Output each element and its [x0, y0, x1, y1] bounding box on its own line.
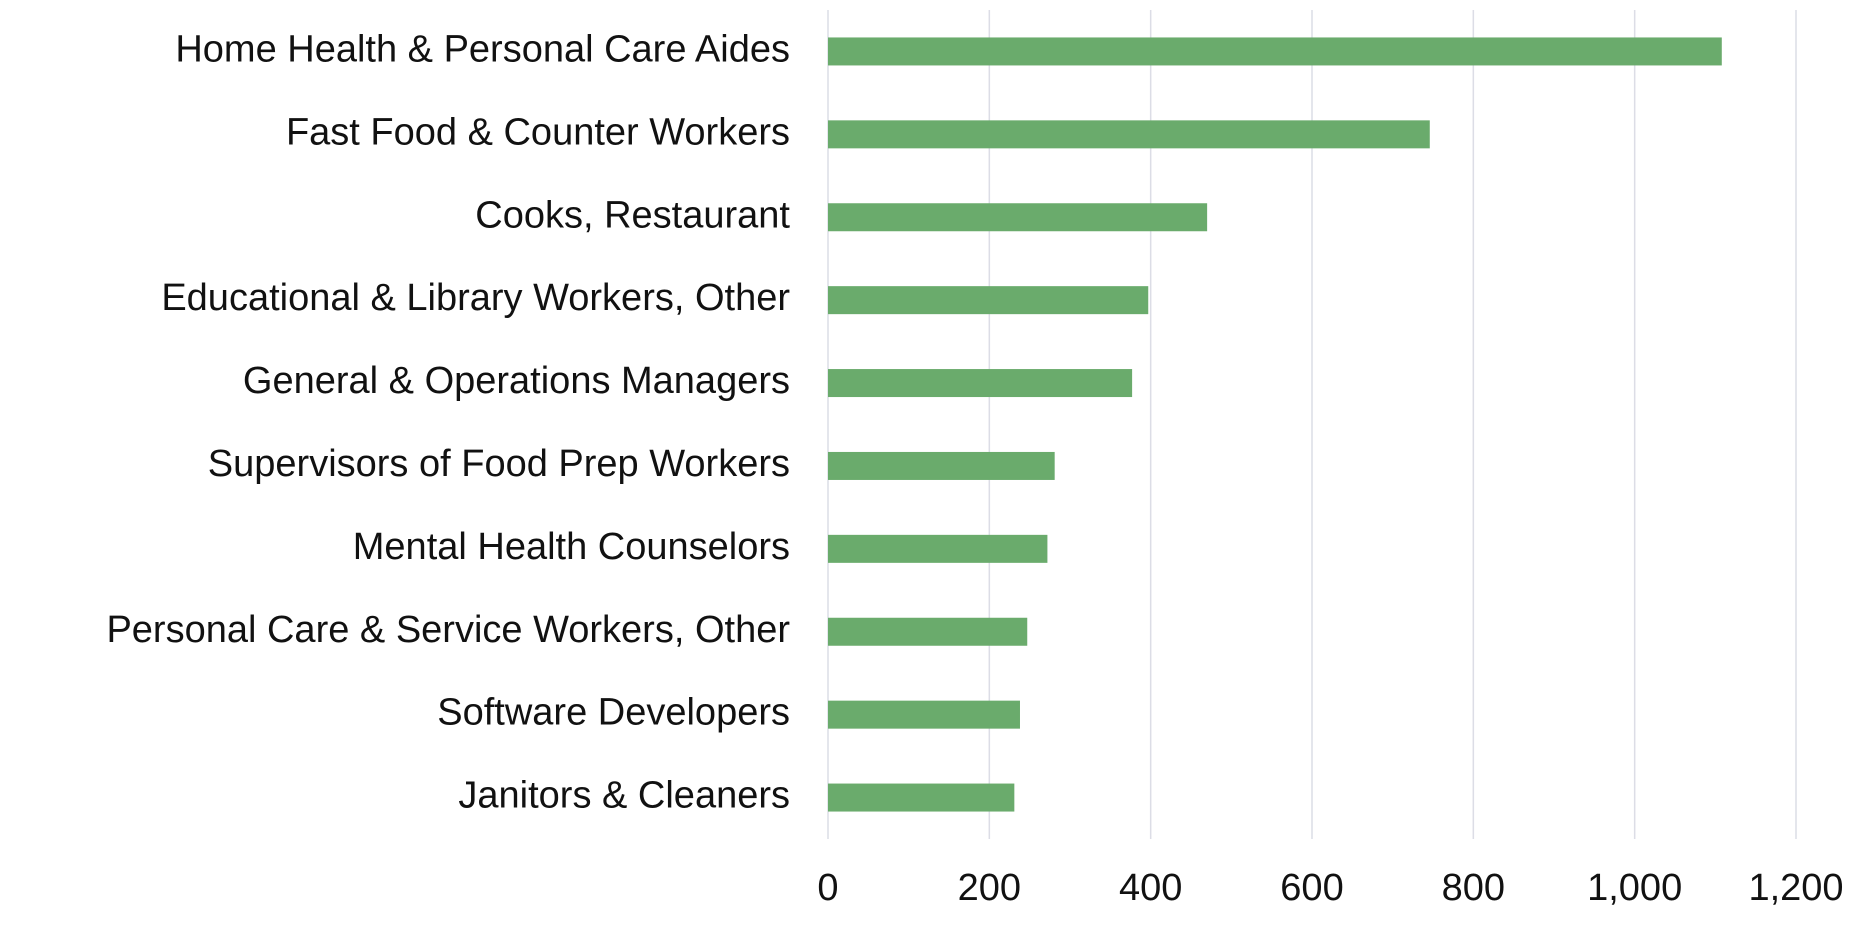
y-tick-label: Supervisors of Food Prep Workers — [208, 443, 790, 485]
x-tick-label: 1,000 — [1587, 867, 1682, 909]
y-tick-label: Janitors & Cleaners — [458, 775, 790, 817]
x-tick-label: 1,200 — [1748, 867, 1843, 909]
x-tick-label: 800 — [1442, 867, 1505, 909]
bar — [828, 700, 1020, 729]
bar — [828, 617, 1028, 646]
x-tick-label: 200 — [958, 867, 1021, 909]
y-tick-label: Cooks, Restaurant — [475, 194, 790, 236]
x-tick-label: 600 — [1280, 867, 1343, 909]
bar — [828, 203, 1208, 232]
y-tick-label: Mental Health Counselors — [353, 526, 790, 568]
y-tick-label: Software Developers — [437, 692, 790, 734]
x-tick-label: 400 — [1119, 867, 1182, 909]
bar — [828, 369, 1133, 398]
bar — [828, 534, 1048, 563]
bar — [828, 451, 1055, 480]
y-tick-label: General & Operations Managers — [243, 360, 790, 402]
bar — [828, 120, 1430, 149]
bar — [828, 286, 1149, 315]
y-tick-label: Educational & Library Workers, Other — [161, 277, 790, 319]
y-tick-label: Home Health & Personal Care Aides — [175, 28, 790, 70]
bar — [828, 783, 1015, 812]
x-tick-label: 0 — [817, 867, 838, 909]
bar — [828, 37, 1722, 66]
y-tick-label: Fast Food & Counter Workers — [286, 111, 790, 153]
y-tick-label: Personal Care & Service Workers, Other — [106, 609, 790, 651]
